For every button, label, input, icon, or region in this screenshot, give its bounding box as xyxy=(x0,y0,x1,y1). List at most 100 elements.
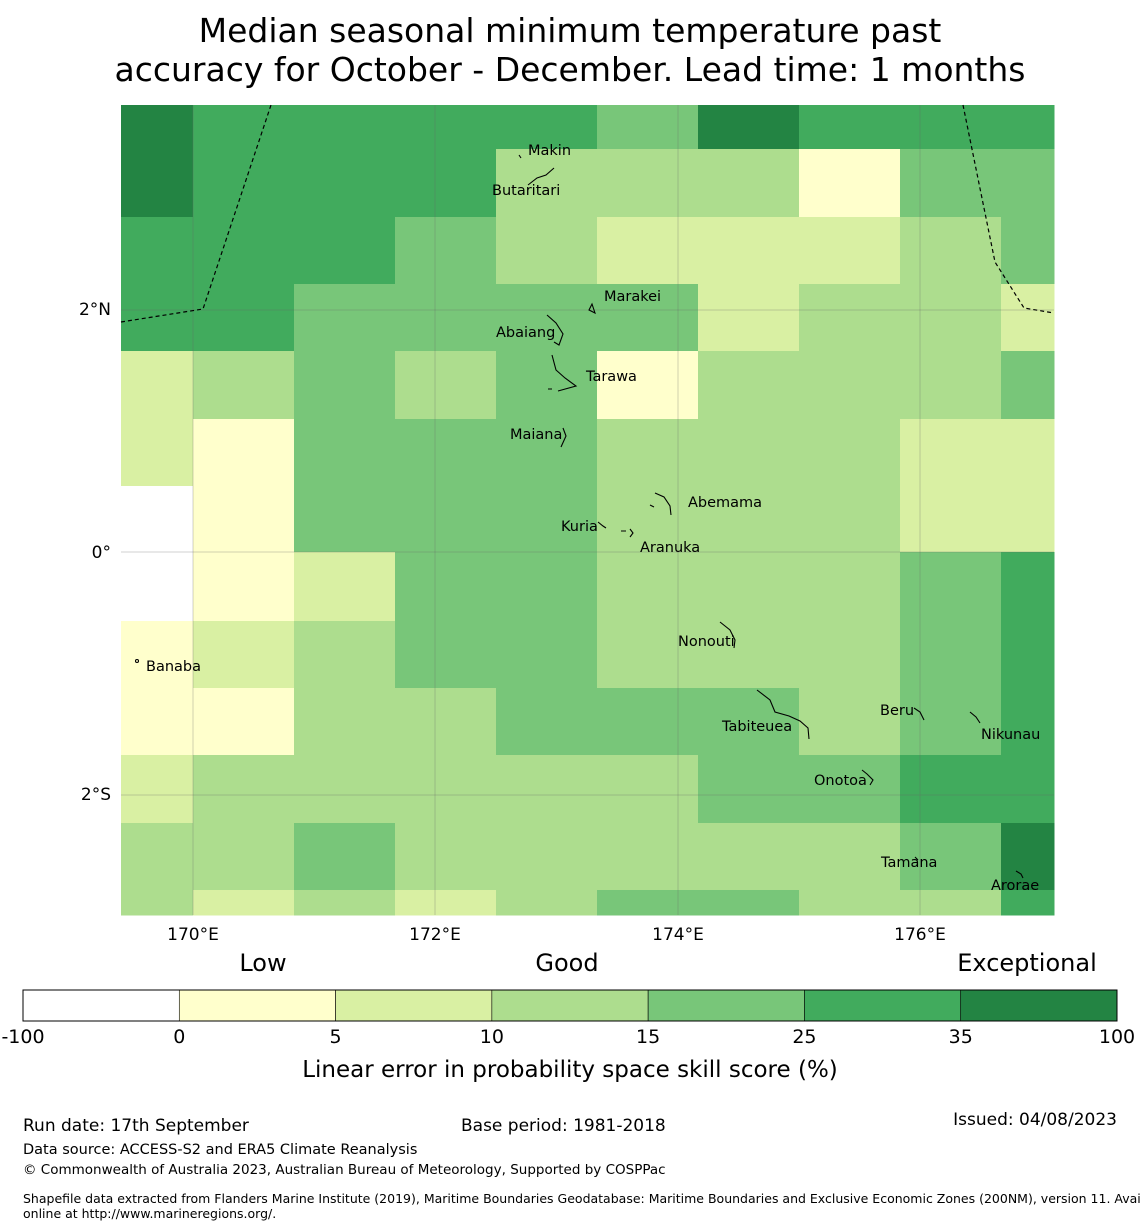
island-onotoa xyxy=(861,769,874,786)
grid-cell xyxy=(294,149,396,218)
grid-cell xyxy=(799,621,901,689)
place-label-butaritari: Butaritari xyxy=(492,183,560,199)
base-period: Base period: 1981-2018 xyxy=(461,1116,666,1136)
grid-cell xyxy=(799,688,901,756)
grid-cell xyxy=(1001,621,1055,689)
grid-cell xyxy=(294,823,396,891)
colorbar-tick-label: 10 xyxy=(480,1026,504,1048)
lon-label-176e: 176°E xyxy=(894,925,946,945)
island-tamana xyxy=(914,856,919,861)
colorbar-swatch xyxy=(178,989,336,1022)
colorbar-label: Linear error in probability space skill … xyxy=(302,1057,838,1083)
grid-cell xyxy=(395,890,497,916)
colorbar-tick-label: 0 xyxy=(173,1026,185,1048)
grid-cell xyxy=(294,486,396,553)
grid-cell xyxy=(1001,486,1055,553)
grid-cell xyxy=(395,552,497,622)
grid-cell xyxy=(1001,890,1055,916)
place-label-abaiang: Abaiang xyxy=(496,325,555,341)
grid-cell xyxy=(121,552,194,622)
grid-cell xyxy=(1001,217,1055,285)
grid-cell xyxy=(698,149,800,218)
grid-cell xyxy=(395,486,497,553)
place-label-nikunau: Nikunau xyxy=(981,727,1040,743)
run-date: Run date: 17th September xyxy=(23,1116,249,1136)
grid-cell xyxy=(1001,351,1055,420)
grid-cell xyxy=(900,149,1002,218)
grid-cell xyxy=(799,486,901,553)
colorbar-tick-label: -100 xyxy=(1,1026,44,1048)
grid-cell xyxy=(698,486,800,553)
grid-cell xyxy=(698,284,800,352)
grid-cell xyxy=(193,552,295,622)
grid-cell xyxy=(698,419,800,487)
island-makin xyxy=(518,154,522,159)
island-tarawa xyxy=(548,354,578,392)
grid-cell xyxy=(121,217,194,285)
grid-cell xyxy=(597,351,699,420)
grid-cell xyxy=(395,688,497,756)
grid-cell xyxy=(294,217,396,285)
colorbar-tick-label: 100 xyxy=(1099,1026,1135,1048)
graticule xyxy=(121,105,1054,915)
grid-cell xyxy=(900,351,1002,420)
grid-cell xyxy=(121,105,194,150)
colorbar-swatch xyxy=(804,989,962,1022)
grid-cell xyxy=(900,688,1002,756)
grid-cell xyxy=(597,688,699,756)
colorbar-swatch xyxy=(491,989,649,1022)
grid-cell xyxy=(900,823,1002,891)
grid-cell xyxy=(193,755,295,824)
grid-cell xyxy=(121,890,194,916)
grid-cell xyxy=(395,621,497,689)
island-nikunau xyxy=(969,711,981,724)
grid-cell xyxy=(1001,688,1055,756)
colorbar-swatch xyxy=(960,989,1118,1022)
colorbar-tick-label: 5 xyxy=(330,1026,342,1048)
colorbar-category-exceptional: Exceptional xyxy=(957,949,1097,977)
grid-cell xyxy=(597,217,699,285)
grid-cell xyxy=(193,486,295,553)
grid-cell xyxy=(799,351,901,420)
grid-cell xyxy=(395,217,497,285)
grid-cell xyxy=(121,486,194,553)
colorbar-category-good: Good xyxy=(535,949,598,977)
eez-boundary-west xyxy=(120,104,272,323)
eez-boundary-east xyxy=(962,104,1055,314)
grid-cell xyxy=(900,755,1002,824)
grid-cell xyxy=(799,149,901,218)
grid-cell xyxy=(900,105,1002,150)
grid-cell xyxy=(597,486,699,553)
grid-cell xyxy=(496,284,598,352)
grid-cell xyxy=(294,552,396,622)
grid-cell xyxy=(698,351,800,420)
grid-cell xyxy=(799,890,901,916)
place-label-arorae: Arorae xyxy=(991,878,1039,894)
grid-cell xyxy=(698,890,800,916)
place-label-tamana: Tamana xyxy=(880,855,937,871)
grid-cell xyxy=(698,688,800,756)
grid-cell xyxy=(1001,823,1055,891)
grid-cell xyxy=(121,621,194,689)
grid-cell xyxy=(698,552,800,622)
grid-cell xyxy=(496,621,598,689)
grid-cell xyxy=(121,284,194,352)
grid-cell xyxy=(193,149,295,218)
grid-cell xyxy=(597,890,699,916)
grid-cell xyxy=(294,105,396,150)
grid-cell xyxy=(193,688,295,756)
copyright-notice: © Commonwealth of Australia 2023, Austra… xyxy=(23,1162,666,1178)
place-label-tabiteuea: Tabiteuea xyxy=(721,719,792,735)
grid-cell xyxy=(900,890,1002,916)
skill-score-grid xyxy=(121,105,1055,916)
grid-cell xyxy=(799,284,901,352)
grid-cell xyxy=(193,105,295,150)
grid-cell xyxy=(597,552,699,622)
grid-cell xyxy=(193,621,295,689)
grid-cell xyxy=(1001,755,1055,824)
grid-cell xyxy=(496,105,598,150)
place-label-beru: Beru xyxy=(880,703,914,719)
shapefile-credit-line-1: Shapefile data extracted from Flanders M… xyxy=(23,1191,1140,1206)
lon-label-172e: 172°E xyxy=(409,925,461,945)
issued-date: Issued: 04/08/2023 xyxy=(953,1110,1117,1130)
